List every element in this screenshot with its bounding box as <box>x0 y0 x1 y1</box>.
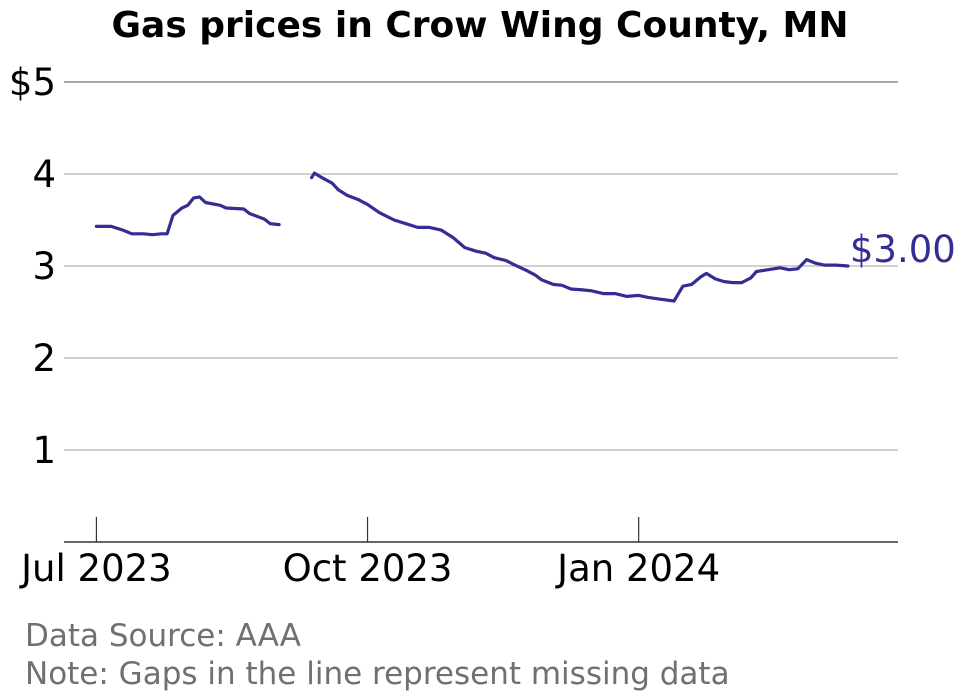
price-line-segment-2 <box>309 171 850 303</box>
latest-price-label: $3.00 <box>850 228 956 271</box>
missing-data-note: Note: Gaps in the line represent missing… <box>25 656 730 692</box>
x-axis-ticks: Jul 2023 Oct 2023 Jan 2024 <box>19 517 720 590</box>
y-tick-label-5: $5 <box>9 61 56 104</box>
y-tick-label-4: 4 <box>32 153 56 196</box>
price-line-segment-1 <box>94 195 281 237</box>
data-source-note: Data Source: AAA <box>25 618 301 654</box>
gridlines <box>64 81 898 451</box>
price-line <box>94 171 850 303</box>
y-tick-label-3: 3 <box>32 245 56 288</box>
y-tick-label-2: 2 <box>32 337 56 380</box>
y-axis-tick-labels: 1 2 3 4 $5 <box>9 61 56 472</box>
y-tick-label-1: 1 <box>32 429 56 472</box>
x-tick-label-1: Oct 2023 <box>283 547 453 590</box>
chart-title: Gas prices in Crow Wing County, MN <box>111 5 848 46</box>
x-tick-label-0: Jul 2023 <box>19 547 172 590</box>
x-tick-label-2: Jan 2024 <box>555 547 720 590</box>
